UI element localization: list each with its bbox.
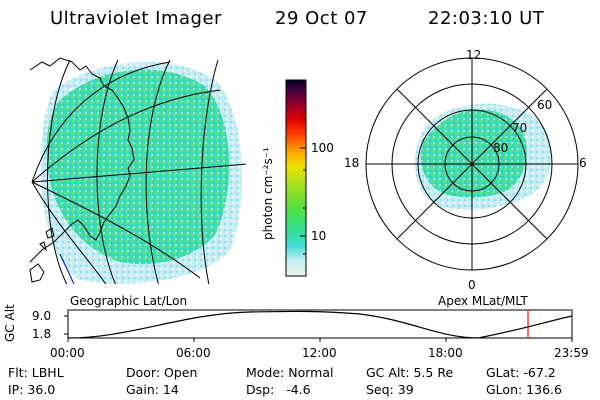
- geo-gridlines: [31, 59, 246, 284]
- mlt-label-18: 18: [344, 156, 360, 170]
- info-gcalt: GC Alt: 5.5 Re: [366, 365, 454, 380]
- orbit-ytick-1-8: 1.8: [32, 327, 52, 341]
- coastline: [29, 57, 135, 263]
- info-seq: Seq: 39: [366, 382, 414, 397]
- mlt-label-6: 6: [579, 156, 587, 170]
- geo-map-panel: [29, 57, 246, 284]
- info-filter: Flt: LBHL: [8, 365, 64, 380]
- polar-caption: Apex MLat/MLT: [438, 294, 528, 308]
- orbit-xtick-1200: 12:00: [302, 346, 337, 360]
- info-gain: Gain: 14: [126, 382, 179, 397]
- colorbar-tick-100: 100: [311, 141, 334, 155]
- orbit-ytick-9: 9.0: [32, 309, 52, 323]
- info-door: Door: Open: [126, 365, 198, 380]
- colorbar-label: photon cm⁻²s⁻¹: [261, 147, 275, 240]
- polar-panel: [365, 57, 579, 271]
- mlat-label-70: 70: [512, 121, 528, 135]
- time-label: 22:03:10 UT: [428, 8, 545, 29]
- orbit-xtick-2359: 23:59: [554, 346, 589, 360]
- mlt-label-0: 0: [468, 278, 476, 292]
- mlt-label-12: 12: [466, 48, 482, 62]
- info-dsp: Dsp: -4.6: [246, 382, 311, 397]
- coastline-islands: [29, 227, 55, 283]
- orbit-altitude-plot: [64, 309, 573, 342]
- mlat-label-60: 60: [537, 98, 553, 112]
- orbit-ylabel: GC Alt: [3, 304, 17, 342]
- orbit-xtick-0000: 00:00: [50, 346, 85, 360]
- instrument-title: Ultraviolet Imager: [50, 8, 222, 29]
- date-label: 29 Oct 07: [275, 8, 368, 29]
- orbit-ticks: [64, 315, 573, 342]
- info-glat: GLat: -67.2: [486, 365, 556, 380]
- colorbar: [285, 79, 307, 277]
- satellite-track: [59, 253, 75, 284]
- orbit-xtick-0600: 06:00: [176, 346, 211, 360]
- info-mode: Mode: Normal: [246, 365, 334, 380]
- mlat-label-80: 80: [493, 141, 509, 155]
- colorbar-tick-10: 10: [311, 229, 327, 243]
- geo-caption: Geographic Lat/Lon: [70, 294, 188, 308]
- orbit-xtick-1800: 18:00: [428, 346, 463, 360]
- polar-grid: [365, 57, 579, 271]
- info-ip: IP: 36.0: [8, 382, 56, 397]
- geo-aurora-main: [46, 69, 230, 265]
- altitude-curve: [67, 310, 573, 339]
- info-glon: GLon: 136.6: [486, 382, 562, 397]
- colorbar-ticks: [300, 119, 306, 255]
